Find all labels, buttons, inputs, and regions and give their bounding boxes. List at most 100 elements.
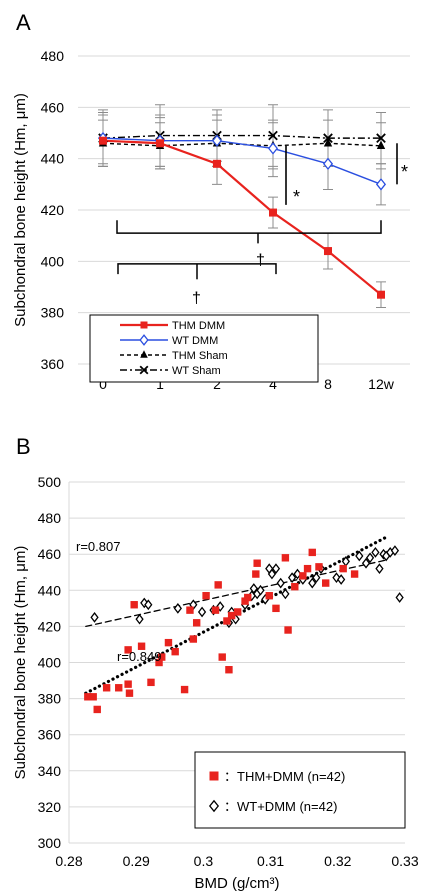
significance-asterisk: * — [401, 162, 408, 182]
significance-dagger: † — [256, 252, 265, 269]
y-tick-label: 440 — [41, 151, 65, 167]
scatter-point — [130, 601, 138, 609]
x-tick-label: 0.32 — [324, 853, 351, 869]
legend-box — [89, 314, 319, 383]
y-tick-label: 300 — [38, 835, 62, 851]
x-tick-label: 0.33 — [391, 853, 418, 869]
x-tick-label: 0.31 — [257, 853, 284, 869]
scatter-point — [252, 570, 260, 578]
x-tick-label: 8 — [324, 376, 332, 392]
panel-a-markers — [97, 130, 387, 299]
scatter-point — [249, 583, 258, 594]
scatter-point — [189, 635, 198, 643]
scatter-point — [171, 647, 179, 656]
legend-label: ：WT+DMM (n=42) — [224, 799, 337, 814]
scatter-point — [223, 617, 231, 625]
panel-b-x-ticks: 0.28 0.29 0.3 0.31 0.32 0.33 — [55, 853, 418, 869]
legend-label: ：THM+DMM (n=42) — [224, 769, 345, 784]
panel-b: B 300 320 340 360 380 400 420 440 460 480 500 0.28… — [12, 434, 419, 892]
scatter-point — [233, 608, 242, 616]
panel-b-x-axis-label: BMD (g/cm³) — [195, 875, 280, 892]
panel-a-label: A — [16, 10, 31, 35]
y-tick-label: 320 — [38, 799, 62, 815]
scatter-point — [147, 678, 155, 687]
scatter-point — [180, 685, 189, 694]
data-point — [213, 159, 221, 168]
x-tick-label: 1 — [156, 376, 164, 392]
legend-label: THM DMM — [172, 320, 225, 332]
data-point — [99, 136, 107, 145]
panel-a-series-lines — [102, 134, 382, 296]
trendline — [84, 534, 390, 695]
panel-b-legend: ：THM+DMM (n=42) ：WT+DMM (n=42) — [194, 751, 406, 829]
scatter-point — [272, 604, 280, 613]
y-tick-label: 460 — [38, 546, 62, 562]
scatter-point — [253, 559, 261, 567]
panel-a-y-ticks: 360 380 400 420 440 460 480 — [41, 48, 65, 372]
significance-asterisk: * — [293, 187, 300, 207]
y-tick-label: 460 — [41, 99, 65, 115]
scatter-point — [375, 563, 384, 575]
data-point — [323, 138, 333, 147]
legend-label: WT Sham — [172, 365, 221, 377]
legend-swatch-marker — [140, 321, 148, 329]
scatter-point — [365, 552, 375, 564]
y-tick-label: 420 — [41, 202, 65, 218]
scatter-point — [102, 684, 111, 692]
scatter-point — [303, 564, 312, 573]
data-point — [268, 130, 278, 141]
series-line-thm-dmm — [102, 139, 382, 296]
scatter-point — [135, 613, 144, 625]
y-tick-label: 400 — [41, 253, 65, 269]
scatter-point — [115, 684, 123, 692]
scatter-point — [287, 572, 297, 584]
data-point — [267, 142, 279, 155]
y-tick-label: 380 — [41, 305, 65, 321]
scatter-point — [299, 572, 307, 580]
data-point — [211, 134, 223, 147]
legend-box — [194, 751, 406, 829]
scatter-point — [192, 619, 201, 627]
data-point — [376, 133, 386, 143]
scatter-point — [84, 693, 92, 701]
y-tick-label: 400 — [38, 655, 62, 671]
scatter-point — [256, 584, 265, 596]
panel-b-gridlines — [68, 481, 405, 844]
data-point — [269, 208, 277, 217]
scatter-point — [225, 666, 233, 674]
panel-a-y-axis-label: Subchondral bone height (Hm, μm) — [12, 93, 29, 327]
scatter-point — [339, 564, 347, 573]
scatter-point — [137, 642, 146, 650]
scatter-point — [315, 563, 323, 571]
data-point — [377, 290, 385, 299]
panel-b-y-axis-label: Subchondral bone height (Hm, μm) — [12, 546, 29, 780]
scatter-point — [93, 705, 101, 714]
x-tick-label: 12w — [368, 376, 395, 392]
x-tick-label: 2 — [213, 376, 221, 392]
legend-swatch-marker — [139, 365, 149, 375]
data-point — [323, 133, 333, 143]
scatter-point — [350, 570, 359, 578]
r-label-thm: r=0.849 — [117, 649, 161, 664]
scatter-point — [89, 693, 97, 701]
scatter-point — [164, 638, 173, 647]
scatter-point — [312, 572, 321, 584]
y-tick-label: 360 — [41, 356, 65, 372]
scatter-point — [276, 577, 285, 589]
scatter-point — [90, 612, 99, 623]
scatter-point — [244, 593, 252, 602]
data-point — [375, 178, 387, 191]
data-point — [324, 247, 332, 256]
y-tick-label: 500 — [38, 474, 62, 490]
legend-swatch-marker — [208, 799, 220, 813]
panel-a: A 360 380 400 420 440 460 480 0 1 2 4 8 12w Subchon… — [12, 10, 410, 392]
y-tick-label: 380 — [38, 691, 62, 707]
scatter-point — [355, 550, 364, 562]
panel-b-y-ticks: 300 320 340 360 380 400 420 440 460 480 500 — [38, 474, 62, 851]
legend-swatch-marker — [140, 350, 148, 358]
scatter-point — [211, 606, 220, 614]
scatter-point — [337, 574, 346, 585]
scatter-point — [124, 646, 132, 654]
data-point — [322, 157, 334, 171]
panel-a-gridlines — [78, 55, 410, 365]
